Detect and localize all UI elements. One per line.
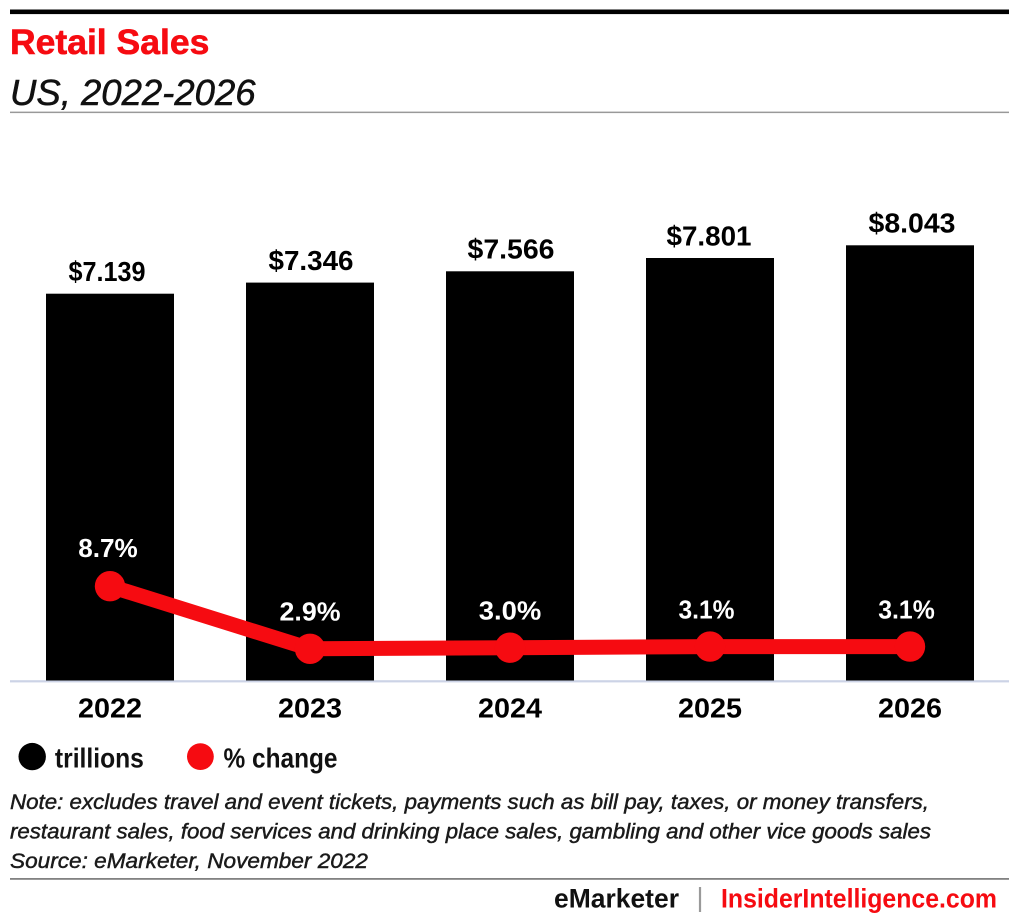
- svg-text:2022: 2022: [78, 693, 142, 724]
- svg-text:8.7%: 8.7%: [78, 533, 138, 563]
- svg-text:$8.043: $8.043: [869, 208, 956, 239]
- svg-text:3.1%: 3.1%: [679, 595, 735, 625]
- svg-text:2023: 2023: [278, 693, 342, 724]
- svg-text:$7.566: $7.566: [468, 234, 555, 265]
- svg-text:$7.346: $7.346: [269, 245, 354, 276]
- svg-text:eMarketer: eMarketer: [554, 883, 679, 913]
- svg-text:3.1%: 3.1%: [878, 595, 935, 625]
- svg-text:Retail Sales: Retail Sales: [10, 22, 209, 62]
- svg-text:2025: 2025: [678, 693, 742, 724]
- svg-text:$7.139: $7.139: [69, 256, 146, 287]
- svg-text:US, 2022-2026: US, 2022-2026: [10, 72, 256, 113]
- svg-text:$7.801: $7.801: [667, 220, 752, 251]
- svg-text:InsiderIntelligence.com: InsiderIntelligence.com: [721, 883, 997, 913]
- svg-text:3.0%: 3.0%: [479, 596, 542, 626]
- svg-text:Source: eMarketer, November 20: Source: eMarketer, November 2022: [10, 850, 368, 873]
- svg-text:restaurant sales, food service: restaurant sales, food services and drin…: [10, 821, 932, 844]
- svg-text:|: |: [696, 882, 703, 912]
- svg-text:2.9%: 2.9%: [280, 597, 341, 627]
- svg-text:% change: % change: [224, 742, 338, 773]
- svg-text:2026: 2026: [878, 693, 942, 724]
- svg-text:Note: excludes travel and even: Note: excludes travel and event tickets,…: [10, 791, 929, 814]
- svg-text:trillions: trillions: [55, 742, 144, 773]
- svg-text:2024: 2024: [478, 693, 543, 724]
